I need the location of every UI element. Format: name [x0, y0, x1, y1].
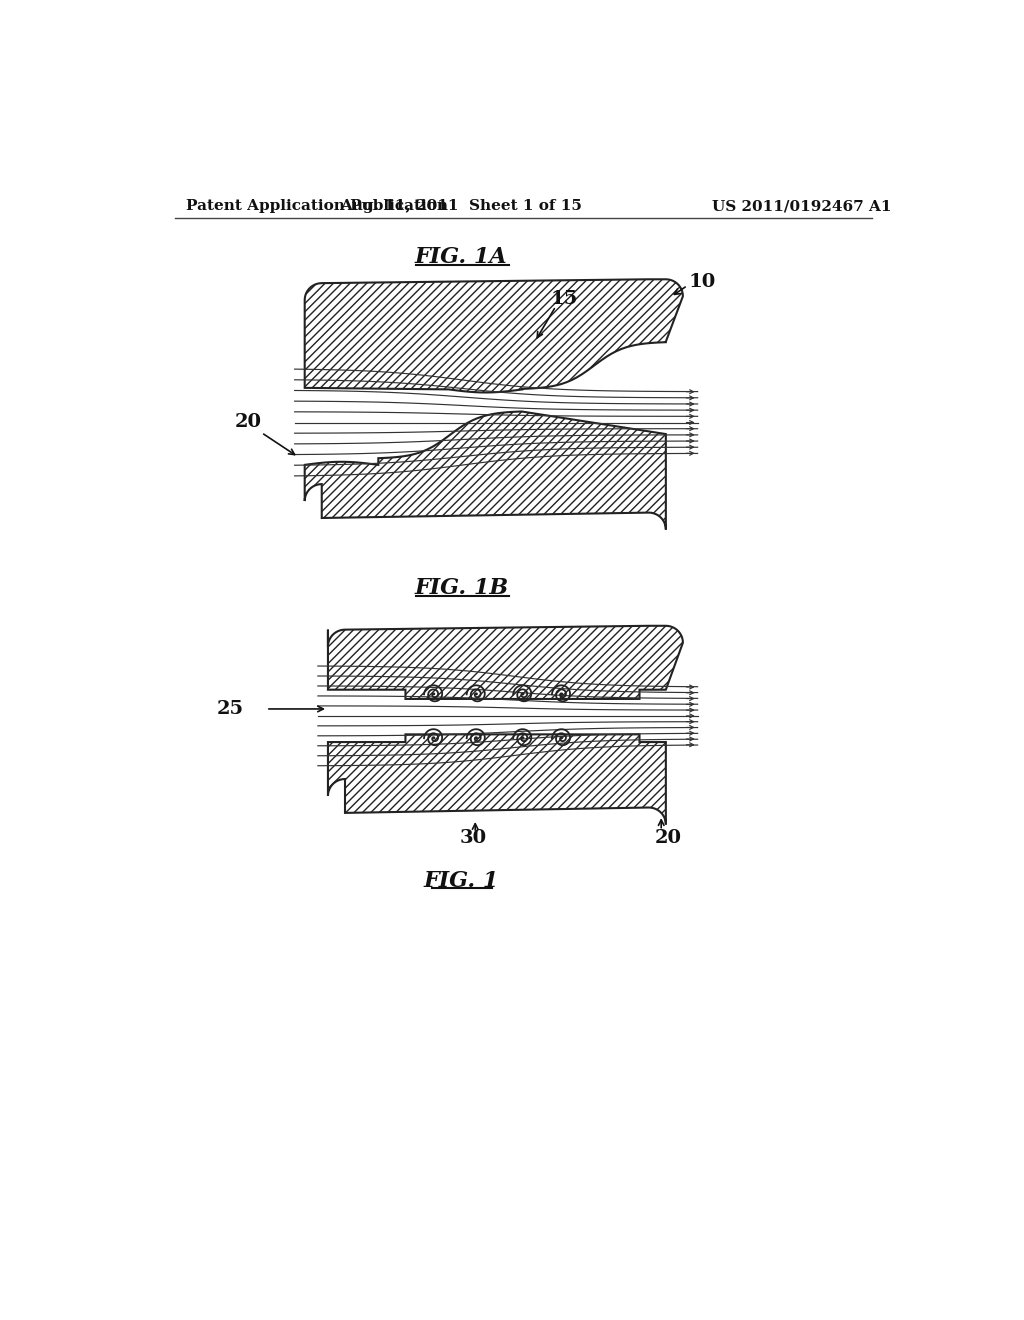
Text: US 2011/0192467 A1: US 2011/0192467 A1: [713, 199, 892, 213]
Text: FIG. 1: FIG. 1: [424, 870, 499, 892]
Polygon shape: [328, 734, 666, 825]
Text: Patent Application Publication: Patent Application Publication: [186, 199, 449, 213]
Text: 20: 20: [234, 413, 262, 430]
Text: 25: 25: [217, 700, 245, 718]
Polygon shape: [305, 280, 683, 392]
Text: 10: 10: [688, 273, 716, 290]
Text: 15: 15: [550, 289, 578, 308]
Polygon shape: [305, 412, 666, 529]
Text: FIG. 1B: FIG. 1B: [414, 577, 508, 599]
Text: 20: 20: [655, 829, 682, 847]
Text: FIG. 1A: FIG. 1A: [415, 246, 508, 268]
Text: 30: 30: [460, 829, 486, 847]
Text: Aug. 11, 2011  Sheet 1 of 15: Aug. 11, 2011 Sheet 1 of 15: [340, 199, 583, 213]
Polygon shape: [328, 626, 683, 700]
